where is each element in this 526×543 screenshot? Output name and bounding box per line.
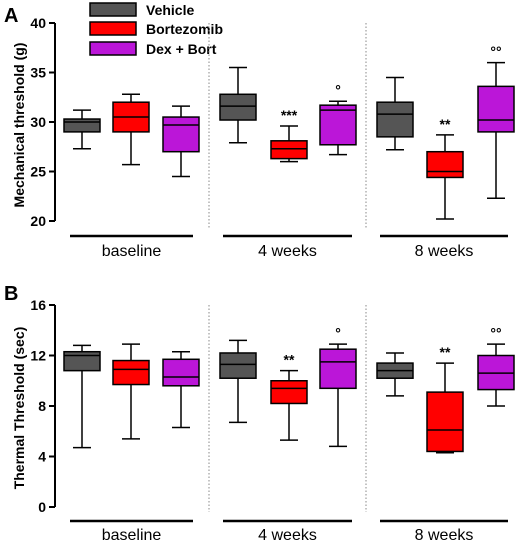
- legend-swatch-0: [89, 2, 137, 17]
- box-iqr: [376, 101, 414, 138]
- y-tick-label: 16: [30, 297, 46, 313]
- group-label: 8 weeks: [415, 527, 474, 543]
- box-plot: [112, 93, 150, 166]
- legend-label-0: Vehicle: [146, 2, 194, 18]
- significance-label: **: [440, 116, 451, 132]
- legend-swatch-1: [89, 21, 137, 36]
- significance-label: ***: [281, 107, 298, 123]
- group-label: 4 weeks: [258, 527, 317, 543]
- y-tick-label: 4: [38, 449, 46, 465]
- box-iqr: [112, 359, 150, 386]
- box-iqr: [219, 93, 257, 121]
- box-plot: °°: [477, 325, 515, 407]
- box-plot: [63, 344, 101, 449]
- box-iqr: [477, 85, 515, 133]
- box-plot: °: [319, 325, 357, 448]
- significance-label: **: [284, 352, 295, 368]
- group-label: baseline: [102, 243, 162, 260]
- box-plot: [162, 350, 200, 429]
- y-tick-label: 12: [30, 348, 46, 364]
- y-tick-label: 20: [30, 213, 46, 229]
- box-plot: [376, 76, 414, 151]
- box-plot: **: [426, 344, 464, 454]
- box-iqr: [162, 116, 200, 153]
- box-iqr: [426, 150, 464, 179]
- significance-label: °°: [490, 44, 501, 60]
- box-iqr: [319, 348, 357, 390]
- significance-label: **: [440, 344, 451, 360]
- box-plot: ***: [270, 107, 308, 163]
- box-plot: **: [426, 116, 464, 220]
- y-tick-label: 8: [38, 398, 46, 414]
- box-plot: [63, 109, 101, 150]
- significance-label: °: [335, 325, 341, 341]
- box-iqr: [63, 118, 101, 133]
- box-plot: [376, 352, 414, 397]
- group-label: baseline: [102, 527, 162, 543]
- significance-label: °: [335, 82, 341, 98]
- box-iqr: [319, 104, 357, 146]
- box-iqr: [426, 391, 464, 453]
- legend-swatch-2: [89, 41, 137, 56]
- y-tick-label: 30: [30, 114, 46, 130]
- box-plot: **: [270, 352, 308, 441]
- box-plot: [162, 105, 200, 178]
- box-iqr: [270, 140, 308, 160]
- y-tick-label: 0: [38, 499, 46, 515]
- y-axis-title: Mechanical threshold (g): [11, 43, 27, 208]
- group-label: 4 weeks: [258, 243, 317, 260]
- legend: Vehicle Bortezomib Dex + Bort: [89, 2, 223, 57]
- box-plot: [219, 339, 257, 424]
- panel-letter: A: [4, 5, 18, 27]
- box-plot: [219, 66, 257, 144]
- y-tick-label: 25: [30, 164, 46, 180]
- box-iqr: [63, 350, 101, 372]
- box-iqr: [219, 352, 257, 379]
- box-plot: [112, 343, 150, 440]
- box-iqr: [162, 358, 200, 387]
- panel-letter: B: [4, 283, 18, 305]
- box-plot: °: [319, 82, 357, 156]
- significance-label: °°: [490, 325, 501, 341]
- legend-label-1: Bortezomib: [146, 21, 223, 37]
- group-label: 8 weeks: [415, 243, 474, 260]
- y-tick-label: 35: [30, 65, 46, 81]
- box-iqr: [270, 380, 308, 405]
- box-plot: °°: [477, 44, 515, 199]
- y-axis-title: Thermal Threshold (sec): [11, 327, 27, 490]
- y-tick-label: 40: [30, 15, 46, 31]
- legend-label-2: Dex + Bort: [146, 41, 217, 57]
